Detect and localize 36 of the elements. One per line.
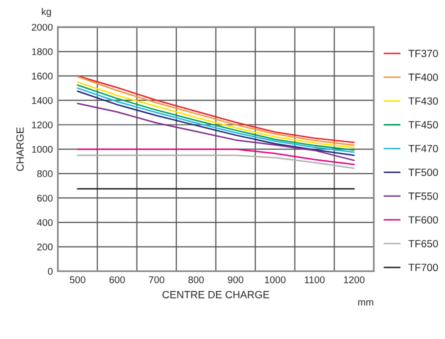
line-series — [76, 148, 355, 166]
y-tick-label: 1000 — [32, 146, 53, 153]
legend-label: TF550 — [408, 192, 438, 200]
x-tick-label: 600 — [109, 276, 125, 284]
legend-label: TF500 — [408, 168, 438, 176]
x-axis-title: CENTRE DE CHARGE — [162, 290, 270, 298]
y-tick-label: 600 — [37, 194, 53, 202]
legend-label: TF430 — [408, 97, 438, 105]
legend-label: TF600 — [408, 216, 438, 224]
y-tick-label: 200 — [37, 244, 53, 250]
x-tick-label: 500 — [70, 276, 86, 284]
y-tick-label: 1600 — [32, 72, 53, 80]
y-tick-label: 2000 — [32, 24, 53, 31]
x-tick-label: 1200 — [344, 276, 364, 284]
legend-label: TF400 — [408, 74, 438, 81]
legend-label: TF470 — [408, 144, 438, 152]
x-tick-label: 700 — [148, 276, 164, 284]
text: kg — [42, 8, 51, 18]
y-tick-label: 1200 — [32, 121, 53, 128]
legend-label: TF370 — [408, 50, 438, 58]
x-tick-label: 800 — [188, 276, 204, 284]
y-axis-title: CHARGE — [16, 127, 24, 171]
x-tick-label: 1100 — [304, 276, 325, 284]
legend-label: TF650 — [408, 240, 438, 248]
y-tick-label: 0 — [48, 268, 53, 275]
legend-label: TF700 — [408, 264, 438, 272]
legend-label: TF450 — [408, 121, 438, 128]
line-series — [76, 154, 355, 170]
text: mm — [358, 300, 374, 306]
line-series — [76, 102, 355, 162]
y-tick-label: 800 — [37, 170, 53, 178]
y-tick-label: 1800 — [32, 48, 53, 56]
x-tick-label: 1000 — [264, 276, 286, 284]
y-tick-label: 400 — [36, 219, 53, 226]
x-tick-label: 900 — [228, 276, 244, 284]
y-tick-label: 1400 — [32, 97, 53, 104]
